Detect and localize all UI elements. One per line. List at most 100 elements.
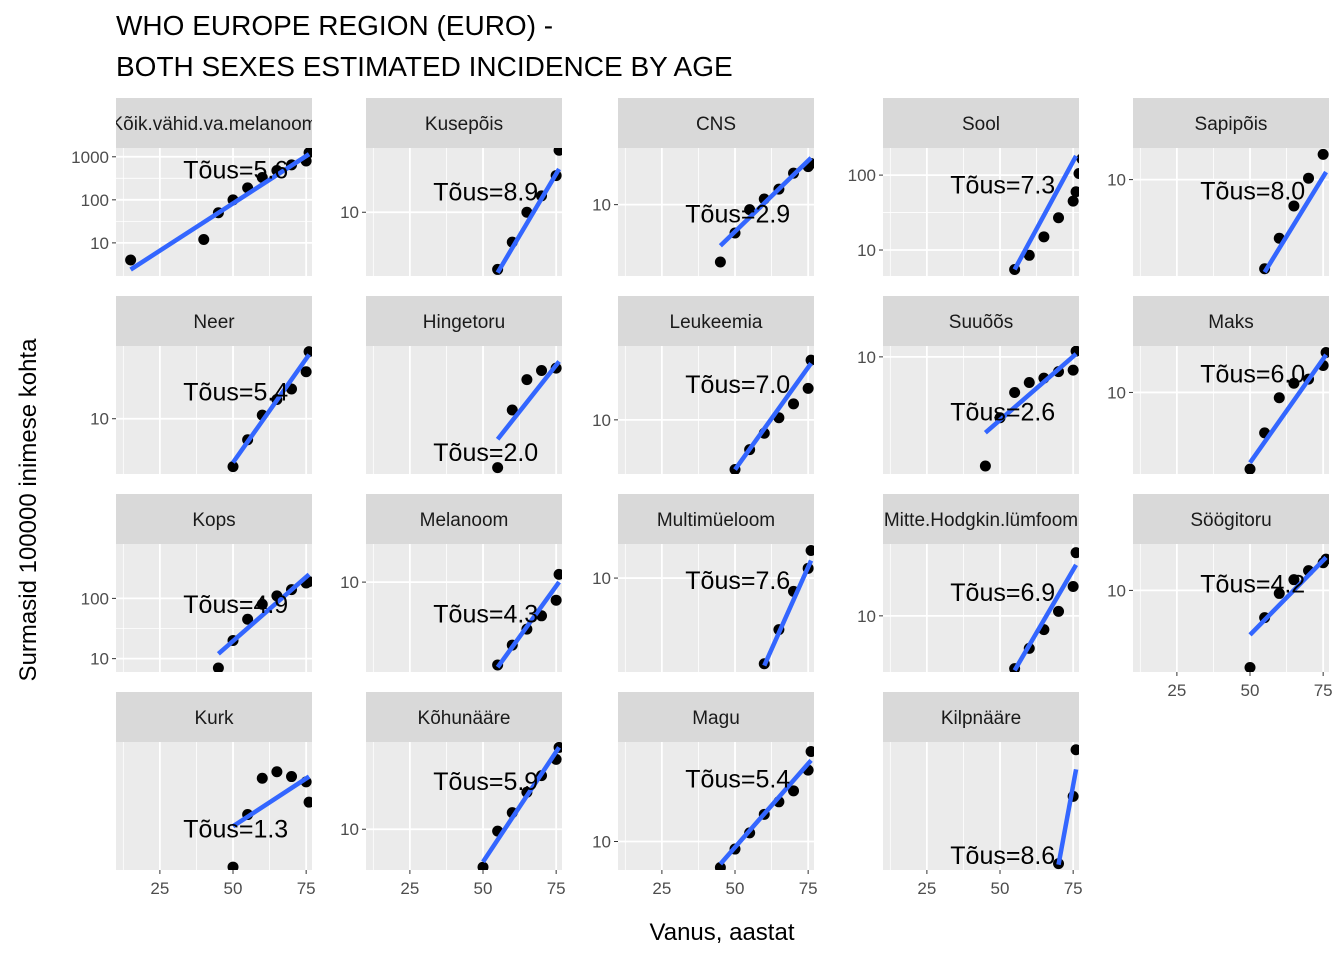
panel-17-point (477, 861, 489, 870)
panel-14: Mitte.Hodgkin.lümfoom 10 Tõus=6.9 (857, 494, 1079, 672)
panel-10-strip-label: Maks (1208, 312, 1253, 333)
panel-18-point (788, 785, 800, 797)
panel-12-point (550, 594, 562, 606)
chart-title: WHO EUROPE REGION (EURO) - BOTH SEXES ES… (116, 10, 733, 82)
panel-19-strip-label: Kilpnääre (941, 708, 1021, 729)
panel-10-strip (1133, 296, 1329, 346)
panel-9-background (883, 346, 1079, 474)
panel-19-slope-annotation: Tõus=8.6 (950, 842, 1055, 870)
panel-8-background (618, 346, 814, 474)
panel-18-x-tick-label: 50 (726, 879, 745, 898)
panel-17-x-tick-label: 50 (474, 879, 493, 898)
panel-15-background (1133, 544, 1329, 672)
panel-16-trend-line (231, 774, 311, 829)
panel-4-strip-label: Sool (962, 114, 1000, 135)
panel-15-point (1244, 661, 1256, 672)
panel-18-slope-annotation: Tõus=5.4 (685, 766, 790, 794)
panel-7-strip (366, 296, 562, 346)
panel-9: Suuõõs 10 Tõus=2.6 (857, 296, 1079, 474)
panel-17-slope-annotation: Tõus=5.9 (433, 768, 538, 796)
panel-4-y-tick-label: 10 (857, 241, 876, 260)
panel-9-point (1067, 364, 1079, 376)
panel-16-point (303, 796, 312, 808)
panel-4-background (883, 148, 1079, 276)
panel-15-point (1273, 587, 1285, 599)
panel-13-background (618, 544, 814, 672)
panel-2-strip-label: Kusepõis (425, 114, 503, 135)
panel-5-strip (1133, 98, 1329, 148)
panel-4-point (1067, 195, 1079, 207)
panel-9-strip-label: Suuõõs (949, 312, 1013, 333)
panel-8-point (802, 382, 814, 394)
x-axis-title: Vanus, aastat (650, 919, 795, 946)
panel-12: Melanoom 10 Tõus=4.3 (340, 494, 562, 672)
panel-8-y-tick-label: 10 (592, 411, 611, 430)
panel-2-trend-line (495, 167, 562, 274)
panel-3-strip-label: CNS (696, 114, 736, 135)
panel-13: Multimüeloom 10 Tõus=7.6 (592, 494, 814, 672)
panel-18-x-tick-label: 25 (652, 879, 671, 898)
panel-3-background (618, 148, 814, 276)
panel-4-point (1038, 231, 1050, 243)
panel-2-slope-annotation: Tõus=8.9 (433, 178, 538, 206)
panel-14-trend-line (1012, 563, 1079, 672)
panel-18-x-tick-label: 75 (799, 879, 818, 898)
panel-16-x-tick-label: 50 (224, 879, 243, 898)
panel-10-point (1288, 377, 1300, 389)
panel-3-slope-annotation: Tõus=2.9 (685, 201, 790, 229)
panel-4-slope-annotation: Tõus=7.3 (950, 171, 1055, 199)
panel-8-strip-label: Leukeemia (670, 312, 763, 333)
panel-4-trend-line (1012, 154, 1079, 271)
panel-1-trend-line (129, 152, 311, 272)
panel-11-background (116, 544, 312, 672)
panel-3: CNS 10 Tõus=2.9 (592, 98, 814, 276)
panel-15-x-tick-label: 25 (1167, 681, 1186, 700)
panel-13-slope-annotation: Tõus=7.6 (685, 567, 790, 595)
panel-5-slope-annotation: Tõus=8.0 (1200, 178, 1305, 206)
panel-8-strip (618, 296, 814, 346)
panel-4: Sool 10 100 Tõus=7.3 (848, 98, 1079, 276)
panel-19-strip (883, 692, 1079, 742)
panel-7-strip-label: Hingetoru (423, 312, 505, 333)
panel-14-point (1070, 547, 1079, 559)
panel-10-point (1273, 392, 1285, 404)
panel-9-point (1023, 377, 1035, 389)
panel-10-background (1133, 346, 1329, 474)
panel-6-trend-line (231, 353, 311, 464)
panel-11-point (256, 598, 268, 610)
panel-1-y-tick-label: 100 (81, 191, 109, 210)
panel-6-slope-annotation: Tõus=5.4 (183, 379, 288, 407)
panel-17-strip-label: Kõhunääre (418, 708, 511, 729)
panel-14-strip (883, 494, 1079, 544)
panel-1-strip (116, 98, 312, 148)
panel-7-trend-line (495, 360, 561, 441)
panel-16-x-tick-label: 75 (297, 879, 316, 898)
panel-1: Kõik.vähid.va.melanoom 10 100 1000 Tõus=5.6 (71, 98, 312, 276)
panel-12-background (366, 544, 562, 672)
panel-11-point (212, 662, 224, 672)
panel-11-y-tick-label: 10 (90, 650, 109, 669)
panel-15-x-tick-label: 50 (1241, 681, 1260, 700)
panel-18-strip-label: Magu (692, 708, 740, 729)
panel-1-y-tick-label: 10 (90, 234, 109, 253)
panel-19-x-tick-label: 25 (917, 879, 936, 898)
panel-6-point (300, 366, 312, 378)
panel-17-trend-line (481, 746, 561, 864)
panel-14-slope-annotation: Tõus=6.9 (950, 579, 1055, 607)
panel-10-slope-annotation: Tõus=6.0 (1200, 361, 1305, 389)
panel-4-point (1073, 168, 1079, 180)
panel-4-y-tick-label: 100 (848, 166, 876, 185)
panel-19-point (1070, 744, 1079, 756)
panel-16: Kurk 25 50 75 Tõus=1.3 (116, 692, 316, 898)
panel-16-slope-annotation: Tõus=1.3 (183, 815, 288, 843)
panel-18-strip (618, 692, 814, 742)
panel-2-y-tick-label: 10 (340, 203, 359, 222)
panel-16-point (227, 861, 239, 870)
panel-15-y-tick-label: 10 (1107, 581, 1126, 600)
panel-5-point (1317, 148, 1329, 160)
panel-5-point (1288, 200, 1300, 212)
panel-11-point (242, 613, 254, 625)
panel-7: Hingetoru Tõus=2.0 (366, 296, 562, 474)
panel-9-point (1009, 386, 1021, 398)
